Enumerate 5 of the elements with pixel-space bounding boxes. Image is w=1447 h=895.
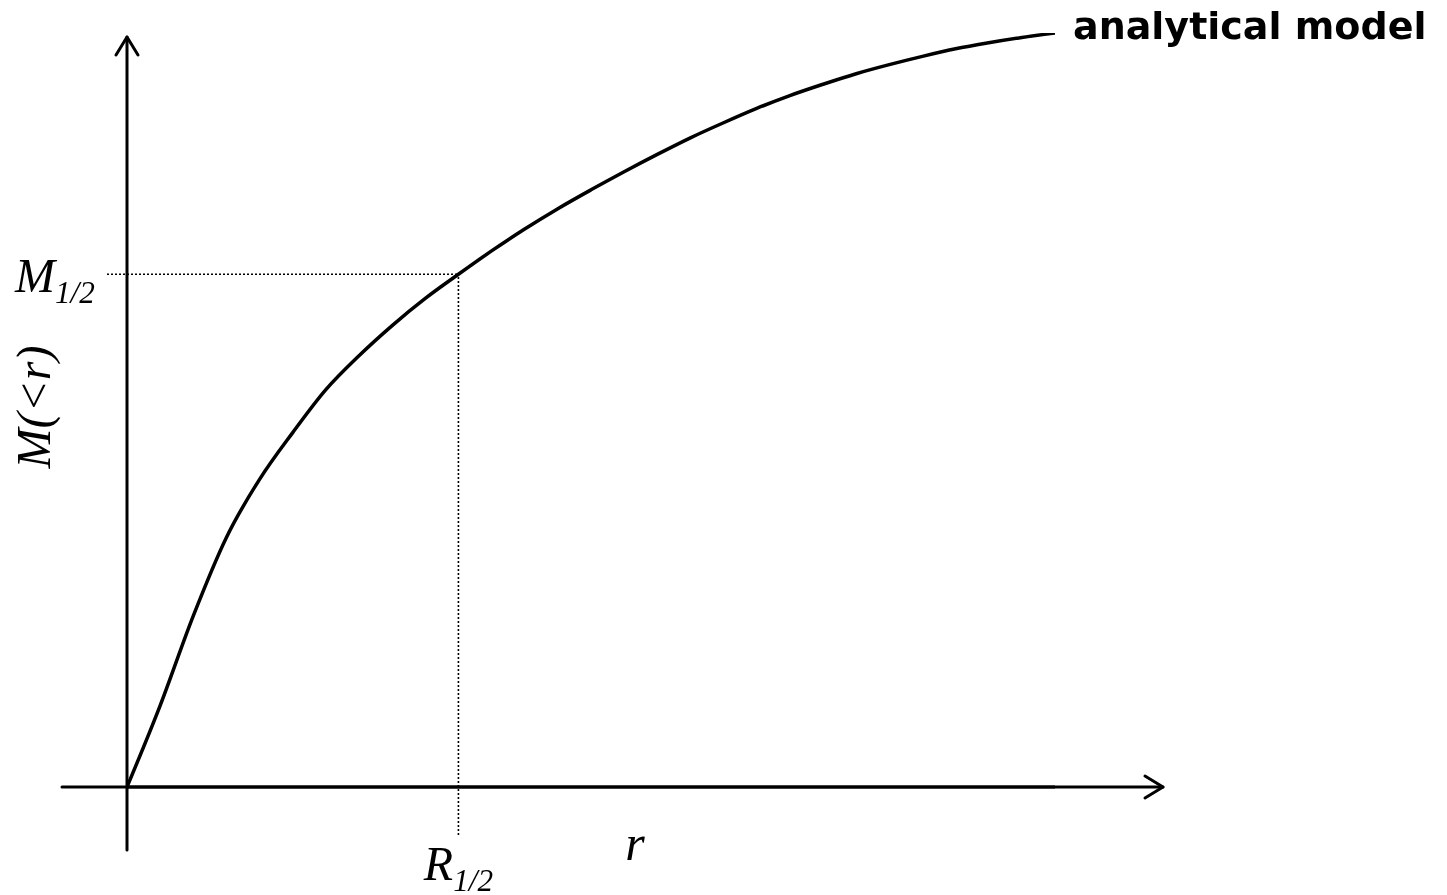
text: R$_{1/2}$ [423,837,494,895]
series-label: analytical model [1073,4,1427,48]
y-axis-title: M(<r) [7,345,61,470]
x-axis-title: r [625,815,646,871]
ref-line-label: M$_{1/2}$ [14,249,95,310]
